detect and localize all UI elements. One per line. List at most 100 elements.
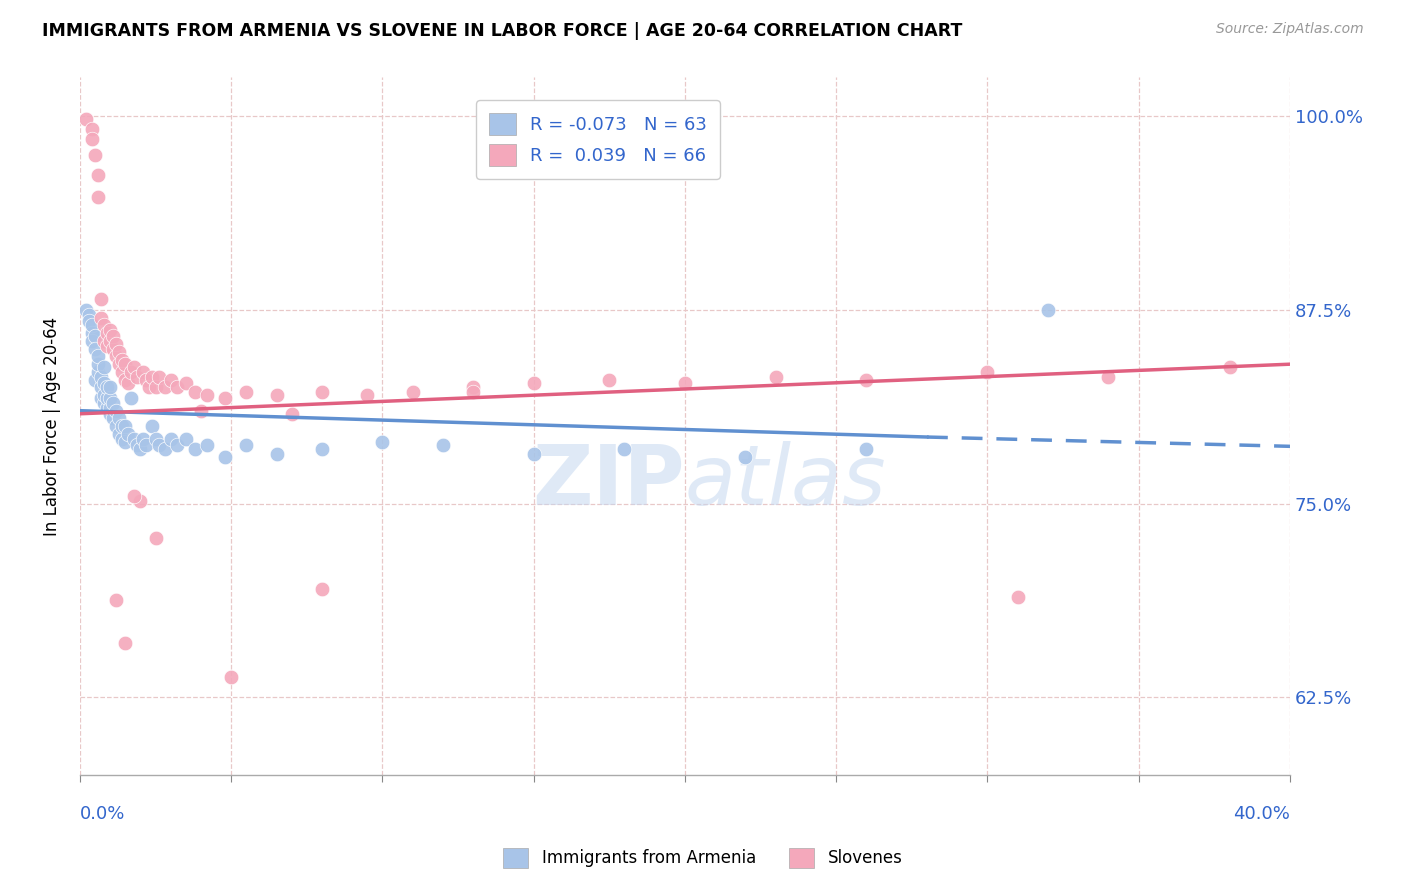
Point	[145, 432, 167, 446]
Point	[463, 385, 485, 400]
Point	[101, 396, 124, 410]
Point	[214, 450, 236, 465]
Point	[105, 350, 128, 364]
Point	[141, 419, 163, 434]
Point	[734, 450, 756, 465]
Text: ZIP: ZIP	[533, 442, 685, 523]
Point	[90, 292, 112, 306]
Point	[976, 365, 998, 379]
Point	[105, 419, 128, 434]
Point	[145, 531, 167, 545]
Point	[114, 419, 136, 434]
Point	[124, 432, 146, 446]
Point	[129, 442, 152, 457]
Point	[114, 434, 136, 449]
Point	[1036, 302, 1059, 317]
Point	[90, 392, 112, 406]
Point	[166, 438, 188, 452]
Point	[108, 357, 131, 371]
Point	[101, 411, 124, 425]
Point	[673, 376, 696, 390]
Point	[98, 392, 121, 406]
Point	[90, 380, 112, 394]
Point	[235, 385, 257, 400]
Point	[311, 582, 333, 596]
Point	[80, 334, 103, 348]
Point	[87, 168, 110, 182]
Point	[135, 438, 157, 452]
Point	[311, 385, 333, 400]
Point	[90, 310, 112, 325]
Point	[166, 380, 188, 394]
Point	[77, 308, 100, 322]
Point	[174, 432, 197, 446]
Point	[84, 329, 107, 343]
Point	[96, 326, 118, 341]
Point	[153, 442, 176, 457]
Point	[114, 357, 136, 371]
Point	[108, 344, 131, 359]
Point	[523, 447, 546, 461]
Point	[141, 369, 163, 384]
Point	[1218, 360, 1240, 375]
Point	[120, 365, 142, 379]
Point	[356, 388, 378, 402]
Point	[280, 407, 302, 421]
Point	[98, 323, 121, 337]
Point	[80, 132, 103, 146]
Point	[598, 373, 620, 387]
Legend: R = -0.073   N = 63, R =  0.039   N = 66: R = -0.073 N = 63, R = 0.039 N = 66	[477, 101, 720, 178]
Point	[93, 388, 115, 402]
Point	[174, 376, 197, 390]
Point	[93, 360, 115, 375]
Point	[98, 334, 121, 348]
Point	[159, 432, 181, 446]
Point	[159, 373, 181, 387]
Point	[93, 334, 115, 348]
Y-axis label: In Labor Force | Age 20-64: In Labor Force | Age 20-64	[44, 317, 60, 536]
Point	[80, 326, 103, 341]
Point	[93, 318, 115, 333]
Point	[96, 392, 118, 406]
Point	[401, 385, 423, 400]
Point	[127, 369, 149, 384]
Point	[855, 442, 877, 457]
Point	[93, 396, 115, 410]
Point	[127, 438, 149, 452]
Point	[111, 432, 134, 446]
Point	[105, 592, 128, 607]
Point	[98, 401, 121, 415]
Point	[111, 419, 134, 434]
Point	[90, 369, 112, 384]
Point	[219, 670, 242, 684]
Point	[124, 489, 146, 503]
Point	[114, 636, 136, 650]
Point	[111, 365, 134, 379]
Point	[148, 369, 170, 384]
Point	[1097, 369, 1119, 384]
Point	[463, 380, 485, 394]
Point	[117, 426, 139, 441]
Point	[108, 426, 131, 441]
Point	[145, 380, 167, 394]
Point	[96, 401, 118, 415]
Point	[371, 434, 394, 449]
Text: 0.0%: 0.0%	[80, 805, 125, 823]
Point	[101, 342, 124, 356]
Point	[98, 407, 121, 421]
Point	[120, 392, 142, 406]
Point	[148, 438, 170, 452]
Point	[613, 442, 636, 457]
Point	[124, 360, 146, 375]
Text: 40.0%: 40.0%	[1233, 805, 1291, 823]
Point	[75, 112, 97, 127]
Point	[195, 388, 218, 402]
Point	[266, 447, 288, 461]
Point	[101, 329, 124, 343]
Point	[114, 373, 136, 387]
Point	[98, 380, 121, 394]
Point	[105, 403, 128, 417]
Point	[132, 365, 155, 379]
Point	[138, 380, 160, 394]
Point	[80, 318, 103, 333]
